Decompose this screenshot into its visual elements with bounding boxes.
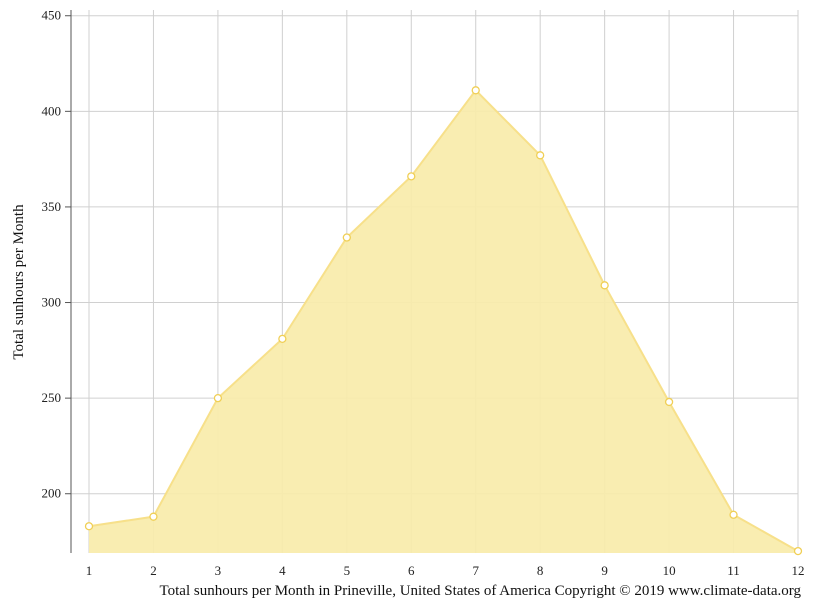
series-line	[88, 88, 799, 552]
data-point-6	[407, 172, 416, 181]
x-tick-label-3: 3	[215, 563, 222, 578]
x-tick-label-8: 8	[537, 563, 544, 578]
data-markers	[84, 86, 803, 556]
y-tick-label-250: 250	[42, 390, 62, 405]
data-point-4	[278, 334, 287, 344]
x-tick-label-9: 9	[601, 563, 608, 578]
axes	[65, 10, 72, 553]
y-tick-label-350: 350	[42, 199, 62, 214]
data-point-7	[471, 86, 480, 95]
data-point-9	[600, 281, 609, 290]
data-point-12	[793, 546, 803, 556]
y-tick-label-300: 300	[42, 295, 62, 310]
x-tick-label-5: 5	[344, 563, 351, 578]
y-tick-label-400: 400	[42, 103, 62, 118]
x-tick-label-12: 12	[792, 563, 805, 578]
data-point-11	[729, 510, 738, 519]
x-tick-label-7: 7	[472, 563, 479, 578]
plot-area	[88, 88, 799, 553]
chart-caption: Total sunhours per Month in Prineville, …	[159, 583, 801, 599]
x-tick-label-10: 10	[663, 563, 676, 578]
data-point-5	[342, 233, 351, 242]
data-point-2	[149, 512, 158, 521]
data-point-1	[84, 522, 94, 531]
data-point-10	[664, 397, 674, 407]
x-tick-label-2: 2	[150, 563, 157, 578]
x-tick-label-6: 6	[408, 563, 415, 578]
y-axis-title: Total sunhours per Month	[11, 204, 27, 360]
y-tick-label-200: 200	[42, 486, 62, 501]
x-tick-label-11: 11	[727, 563, 740, 578]
data-point-8	[536, 151, 545, 160]
y-tick-label-450: 450	[42, 8, 62, 23]
area-fill	[89, 90, 798, 553]
x-tick-label-1: 1	[86, 563, 93, 578]
data-point-3	[213, 393, 223, 403]
x-tick-label-4: 4	[279, 563, 286, 578]
